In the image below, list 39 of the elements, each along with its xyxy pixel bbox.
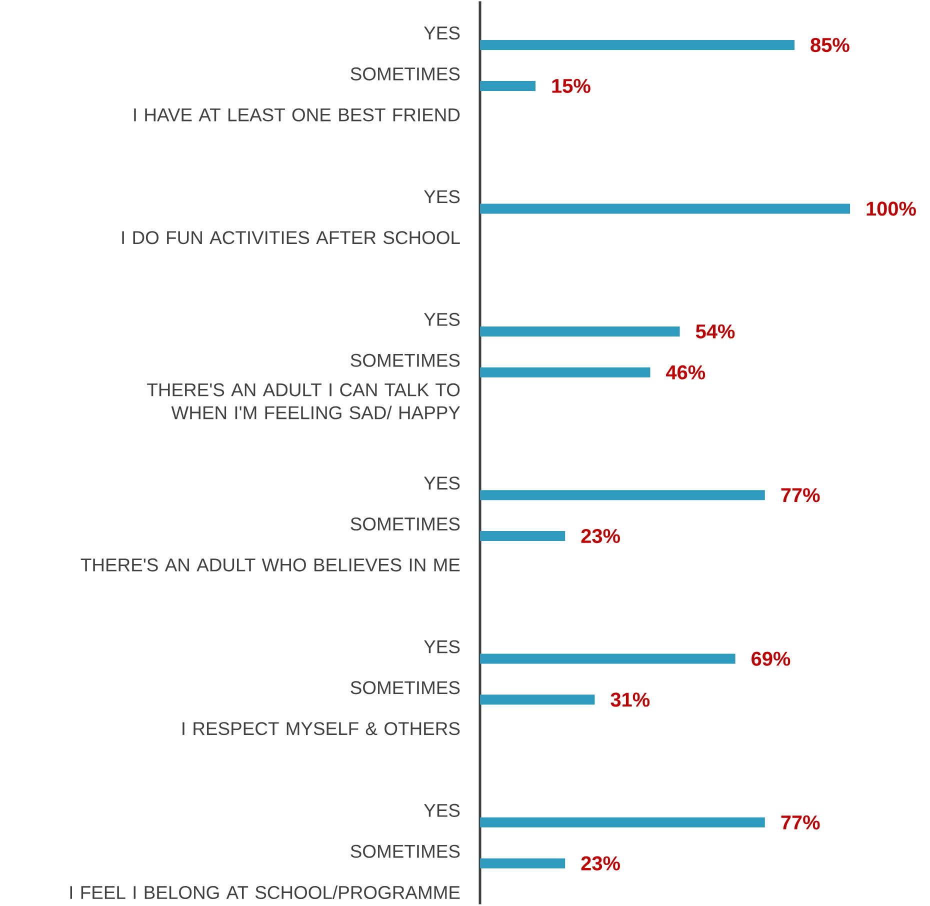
bar (480, 654, 736, 664)
y-tick-label: SOMETIMES (350, 845, 460, 858)
data-label: 46% (666, 366, 706, 380)
y-tick-label: SOMETIMES (350, 68, 460, 81)
data-label: 23% (581, 529, 620, 544)
data-label: 77% (781, 816, 820, 830)
y-tick-label: SOMETIMES (350, 518, 460, 531)
y-tick-label: YES (424, 640, 460, 654)
y-tick-label: YES (424, 26, 460, 40)
y-tick-label: YES (424, 313, 460, 326)
bar (480, 490, 765, 500)
y-tick-label: THERE'S AN ADULT WHO BELIEVES IN ME (80, 558, 460, 572)
bar (480, 531, 566, 542)
bar (480, 818, 765, 828)
y-tick-label: SOMETIMES (350, 354, 460, 368)
bar (480, 858, 566, 869)
y-tick-label: SOMETIMES (350, 681, 460, 694)
y-tick-label: I FEEL I BELONG AT SCHOOL/PROGRAMME (70, 886, 460, 900)
bar (480, 204, 850, 214)
data-label: 23% (581, 856, 620, 871)
y-tick-label: THERE'S AN ADULT I CAN TALK TO WHEN I'M FEELING SAD/ HAPPY (147, 384, 460, 420)
y-tick-label: I DO FUN ACTIVITIES AFTER SCHOOL (122, 231, 460, 244)
bar (480, 368, 650, 378)
data-label: 15% (552, 79, 590, 94)
y-tick-label: I HAVE AT LEAST ONE BEST FRIEND (134, 108, 460, 122)
y-tick-label: YES (424, 190, 460, 204)
bar (480, 81, 536, 92)
data-label: 69% (752, 652, 790, 666)
data-label: 31% (610, 692, 650, 707)
data-label: 85% (810, 38, 850, 52)
data-label: 54% (696, 324, 735, 339)
bar (480, 694, 595, 705)
y-tick-label: I RESPECT MYSELF & OTHERS (182, 722, 460, 736)
bar (480, 326, 680, 337)
bar (480, 40, 795, 50)
y-tick-label: YES (424, 804, 460, 818)
data-label: 100% (866, 202, 916, 216)
y-tick-label: YES (424, 476, 460, 490)
data-label: 77% (781, 488, 820, 502)
